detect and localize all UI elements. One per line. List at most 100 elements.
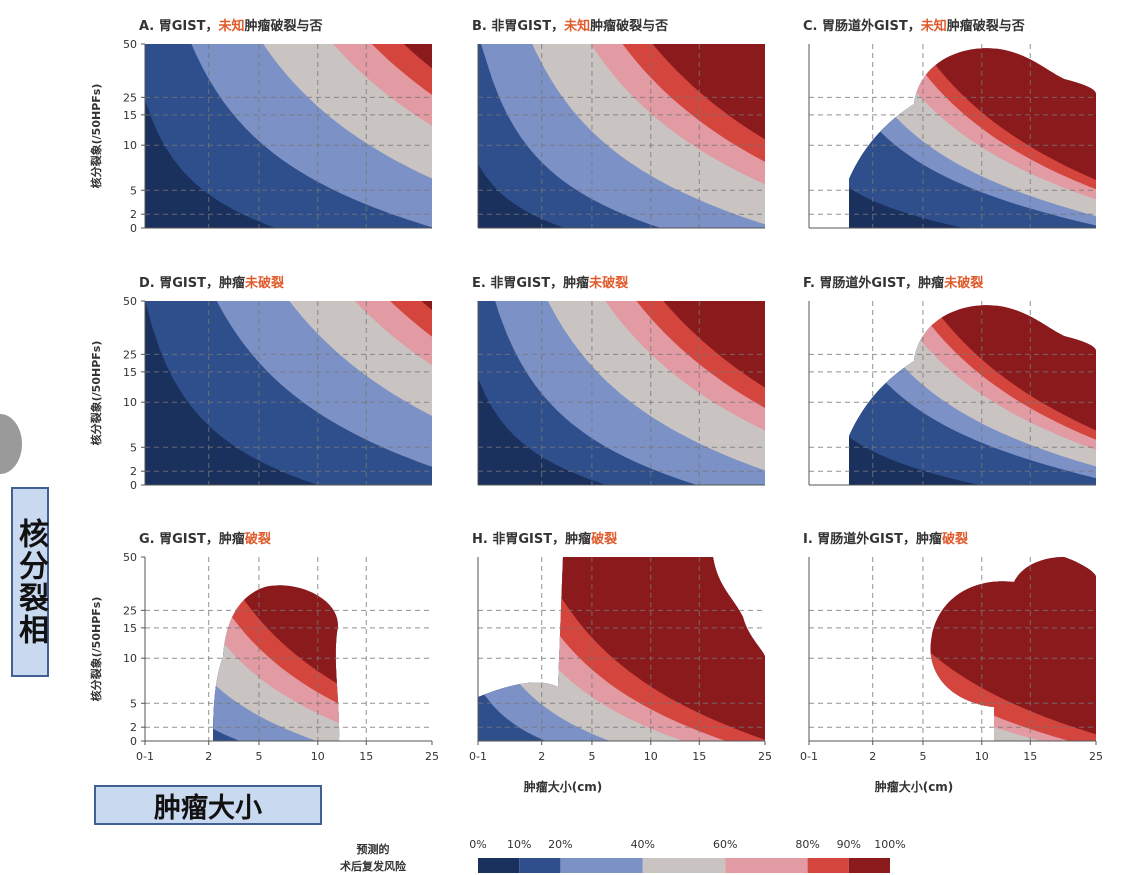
x-tick-label: 15 xyxy=(359,750,373,763)
title-part-0: F. 胃肠道外GIST，肿瘤 xyxy=(803,275,944,291)
x-tick-label: 0-1 xyxy=(469,750,487,763)
grid xyxy=(478,44,765,228)
grid xyxy=(809,557,1096,741)
title-part-0: B. 非胃GIST， xyxy=(472,18,564,34)
y-tick-label: 10 xyxy=(123,139,137,152)
y-tick-label: 0 xyxy=(130,222,137,235)
band-6 xyxy=(849,305,1096,431)
panel-title-A: A. 胃GIST，未知肿瘤破裂与否 xyxy=(139,18,323,34)
title-part-1: 破裂 xyxy=(245,531,272,547)
panel-title-I: I. 胃肠道外GIST，肿瘤破裂 xyxy=(803,531,969,547)
legend-swatch-3 xyxy=(642,858,726,873)
x-tick-label: 25 xyxy=(1089,750,1103,763)
x-tick-label: 10 xyxy=(311,750,325,763)
contour-bands xyxy=(478,301,765,485)
panel-title-F: F. 胃肠道外GIST，肿瘤未破裂 xyxy=(803,275,984,291)
legend-swatch-1 xyxy=(519,858,561,873)
x-tick-label: 10 xyxy=(975,750,989,763)
legend-title: 预测的 术后复发风险 xyxy=(318,841,428,875)
contour-bands xyxy=(930,557,1096,741)
panel-title-D: D. 胃GIST，肿瘤未破裂 xyxy=(139,275,285,291)
x-tick-label: 5 xyxy=(255,750,262,763)
contour-bands xyxy=(849,305,1096,485)
panel-C: C. 胃肠道外GIST，未知肿瘤破裂与否 xyxy=(803,18,1096,229)
contour-bands xyxy=(145,301,432,485)
x-tick-label: 0-1 xyxy=(136,750,154,763)
title-part-1: 破裂 xyxy=(942,531,969,547)
y-tick-label: 10 xyxy=(123,652,137,665)
y-axis-label: 核分裂象(/50HPFs) xyxy=(89,597,103,702)
band-6 xyxy=(478,557,765,740)
y-tick-label: 5 xyxy=(130,184,137,197)
grid xyxy=(478,557,765,741)
x-tick-label: 25 xyxy=(425,750,439,763)
y-tick-label: 0 xyxy=(130,479,137,492)
legend-title-line-2: 术后复发风险 xyxy=(340,860,406,873)
legend-label-3: 40% xyxy=(631,838,655,851)
y-tick-label: 15 xyxy=(123,622,137,635)
x-tick-label: 2 xyxy=(205,750,212,763)
y-tick-label: 15 xyxy=(123,366,137,379)
band-6 xyxy=(849,48,1096,180)
legend-swatch-6 xyxy=(848,858,890,873)
panel-A: A. 胃GIST，未知肿瘤破裂与否02510152550核分裂象(/50HPFs… xyxy=(89,18,432,235)
band-6 xyxy=(652,44,765,140)
grid xyxy=(809,301,1096,485)
legend-label-0: 0% xyxy=(469,838,486,851)
x-tick-label: 2 xyxy=(869,750,876,763)
y-tick-label: 5 xyxy=(130,441,137,454)
y-tick-label: 5 xyxy=(130,697,137,710)
title-part-1: 未知 xyxy=(563,18,590,34)
panel-E: E. 非胃GIST，肿瘤未破裂 xyxy=(472,275,765,486)
legend: 0% 10% 20% 40% 60% 80% 90% 100% xyxy=(469,838,906,873)
gray-circle xyxy=(0,414,22,474)
contour-bands xyxy=(849,48,1096,229)
panel-title-C: C. 胃肠道外GIST，未知肿瘤破裂与否 xyxy=(803,18,1025,34)
x-axis-label: 肿瘤大小(cm) xyxy=(875,779,954,794)
side-label: 核分裂相 xyxy=(13,518,48,646)
grid xyxy=(145,44,432,228)
panel-title-E: E. 非胃GIST，肿瘤未破裂 xyxy=(472,275,629,291)
panel-B: B. 非胃GIST，未知肿瘤破裂与否 xyxy=(472,18,765,229)
title-part-1: 未破裂 xyxy=(588,275,629,291)
grid xyxy=(145,557,432,741)
y-tick-label: 15 xyxy=(123,109,137,122)
band-6 xyxy=(930,557,1096,735)
title-part-1: 未知 xyxy=(920,18,947,34)
title-part-1: 未知 xyxy=(218,18,245,34)
legend-label-2: 20% xyxy=(548,838,572,851)
band-5 xyxy=(371,44,432,95)
contour-bands xyxy=(213,585,340,741)
y-tick-label: 25 xyxy=(123,348,137,361)
x-axis-label: 肿瘤大小(cm) xyxy=(524,779,603,794)
y-tick-label: 50 xyxy=(123,38,137,51)
y-tick-label: 25 xyxy=(123,604,137,617)
band-5 xyxy=(390,301,432,337)
y-tick-label: 10 xyxy=(123,396,137,409)
title-part-2: 肿瘤破裂与否 xyxy=(245,18,323,34)
title-part-0: E. 非胃GIST，肿瘤 xyxy=(472,275,589,291)
band-6 xyxy=(663,301,765,388)
x-tick-label: 25 xyxy=(758,750,772,763)
legend-label-1: 10% xyxy=(507,838,531,851)
legend-label-6: 90% xyxy=(837,838,861,851)
contour-bands xyxy=(478,557,765,741)
y-tick-label: 2 xyxy=(130,721,137,734)
panel-title-G: G. 胃GIST，肿瘤破裂 xyxy=(139,531,272,547)
grid xyxy=(478,301,765,485)
band-6 xyxy=(403,44,432,69)
title-part-1: 未破裂 xyxy=(244,275,285,291)
title-part-0: D. 胃GIST，肿瘤 xyxy=(139,275,245,291)
title-part-0: G. 胃GIST，肿瘤 xyxy=(139,531,245,547)
panel-title-H: H. 非胃GIST，肿瘤破裂 xyxy=(472,531,618,547)
contour-bands xyxy=(145,44,432,228)
title-part-2: 肿瘤破裂与否 xyxy=(590,18,668,34)
grid xyxy=(145,301,432,485)
title-part-0: I. 胃肠道外GIST，肿瘤 xyxy=(803,531,942,547)
band-6 xyxy=(421,301,432,311)
legend-swatch-5 xyxy=(807,858,849,873)
bottom-label-box: 肿瘤大小 xyxy=(94,785,322,825)
x-tick-label: 2 xyxy=(538,750,545,763)
